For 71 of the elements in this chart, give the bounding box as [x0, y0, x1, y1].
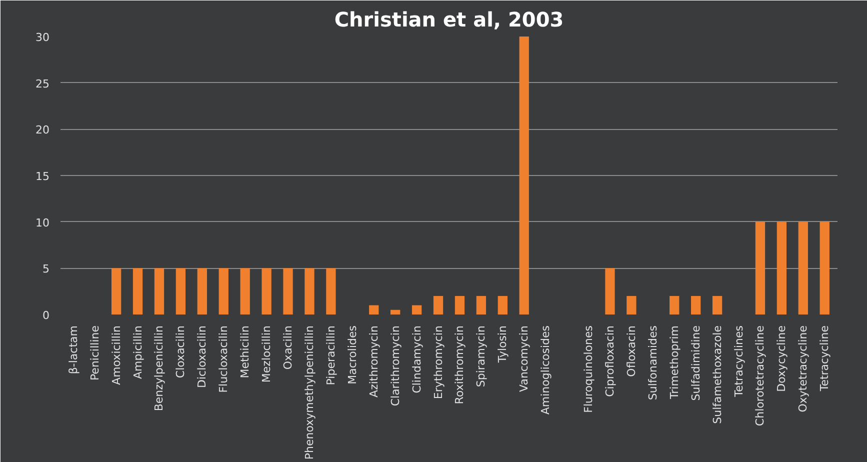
bar: [218, 268, 228, 314]
bar: [154, 268, 164, 314]
y-tick-label: 25: [36, 77, 50, 90]
x-tick-label: Roxithromycin: [453, 325, 466, 404]
x-tick-label: Trimethoprim: [668, 325, 681, 400]
x-tick-label: β-lactam: [66, 325, 80, 374]
x-tick-label: Ofloxacin: [624, 325, 638, 377]
bar: [776, 222, 787, 314]
bar: [454, 296, 465, 314]
bar: [670, 296, 680, 314]
bar: [240, 268, 250, 314]
x-tick-label: Macrolides: [346, 325, 359, 384]
x-tick-label: Erythromycin: [432, 325, 445, 400]
x-tick-label: Tetracycline: [818, 325, 832, 392]
bar: [498, 296, 508, 314]
x-tick-label: Ciprofloxacin: [603, 325, 616, 397]
x-tick-label: Tylosin: [496, 325, 510, 364]
bar: [433, 296, 444, 314]
x-tick-label: Flucloxacilin: [217, 325, 230, 393]
bar: [369, 305, 379, 314]
bar: [176, 268, 186, 314]
bar: [691, 296, 701, 314]
y-tick-label: 30: [36, 31, 50, 44]
bar: [326, 268, 336, 314]
x-tick-label: Cloxacilin: [174, 325, 188, 378]
bar: [111, 268, 122, 314]
x-tick-label: Penicilline: [88, 325, 102, 381]
bar: [519, 36, 529, 314]
bar: [412, 305, 422, 314]
bar: [798, 222, 808, 314]
x-tick-label: Azithromycin: [367, 325, 380, 398]
y-tick-label: 20: [36, 124, 50, 137]
bar: [755, 222, 766, 314]
bar: [712, 296, 722, 314]
x-tick-label: Ampicillin: [131, 325, 144, 380]
bar: [132, 268, 143, 314]
x-tick-label: Sulfonamides: [646, 325, 660, 400]
x-tick-label: Chlorotetracycline: [754, 325, 767, 426]
bar: [197, 268, 207, 314]
y-tick-label: 5: [42, 262, 50, 276]
x-tick-label: Phenoxymethylpenicillin: [302, 325, 316, 460]
bar: [626, 296, 636, 314]
bar: [283, 268, 293, 314]
x-tick-label: Methicilin: [238, 325, 252, 378]
bar: [820, 222, 830, 314]
x-tick-label: Fluroquinolones: [582, 325, 596, 413]
x-tick-label: Clarithromycin: [388, 325, 402, 406]
x-tick-label: Tetracyclines: [732, 325, 746, 398]
bar: [390, 310, 400, 314]
y-tick-label: 10: [36, 216, 50, 230]
x-tick-label: Dicloxacilin: [196, 325, 209, 388]
x-tick-label: Sulfadimidine: [689, 325, 702, 401]
x-tick-label: Piperacillin: [324, 325, 338, 386]
x-tick-label: Mezlocillin: [260, 325, 274, 383]
x-tick-label: Vancomycin: [518, 325, 531, 392]
x-tick-label: Sulfamethoxazole: [710, 325, 724, 424]
x-tick-label: Doxycycline: [775, 325, 788, 392]
x-tick-label: Aminoglicosides: [539, 325, 552, 415]
x-tick-label: Spiramycin: [474, 325, 488, 388]
bar: [262, 268, 272, 314]
x-tick-label: Benzylpenicillin: [152, 325, 166, 412]
bar: [605, 268, 615, 314]
bar: [476, 296, 486, 314]
y-tick-label: 15: [36, 170, 50, 183]
x-tick-label: Oxytetracycline: [796, 325, 810, 412]
bar: [304, 268, 314, 314]
x-tick-label: Oxacilin: [282, 325, 295, 370]
x-tick-label: Amoxicillin: [110, 325, 123, 385]
chart-title: Christian et al, 2003: [334, 8, 564, 32]
x-tick-label: Clindamycin: [410, 325, 424, 394]
y-tick-label: 0: [42, 309, 50, 322]
